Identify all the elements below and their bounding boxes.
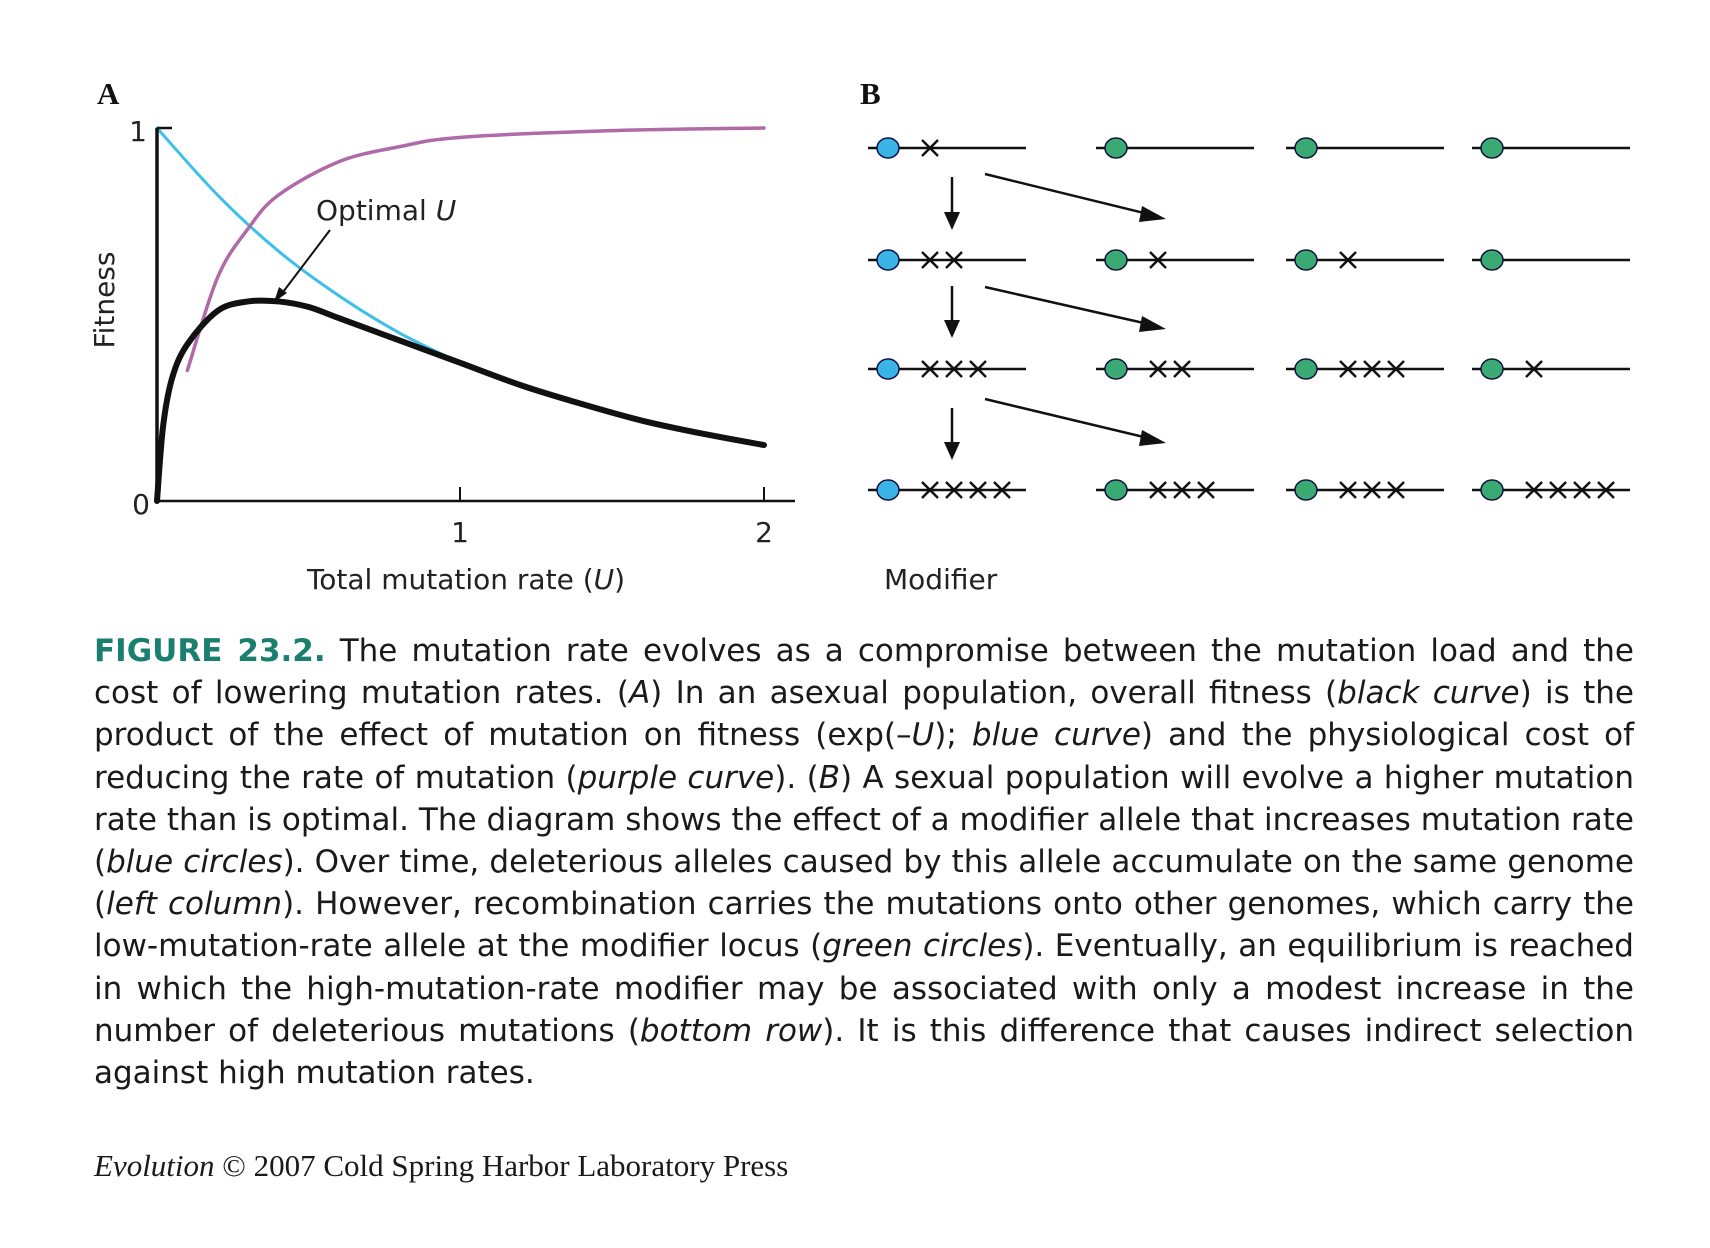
mutation-mark (1363, 360, 1381, 378)
mutation-mark (993, 481, 1011, 499)
mutation-mark (945, 360, 963, 378)
green-allele-circle (1104, 358, 1128, 380)
panel-b-label: B (860, 76, 881, 111)
mutation-mark (1597, 481, 1615, 499)
green-allele-circle (1104, 479, 1128, 501)
mutation-mark (1525, 481, 1543, 499)
green-allele-circle (1294, 137, 1318, 159)
y-tick-label-0: 0 (132, 488, 150, 521)
genome-r4-c4 (1472, 479, 1630, 501)
blue-allele-circle (876, 137, 900, 159)
modifier-label: Modifier (884, 563, 998, 596)
mutation-mark (969, 481, 987, 499)
blue-curve (155, 126, 462, 365)
genome-rows (868, 137, 1630, 501)
mutation-mark (1363, 481, 1381, 499)
x-axis-label: Total mutation rate (U) (306, 563, 625, 596)
blue-allele-circle (876, 479, 900, 501)
green-allele-circle (1104, 137, 1128, 159)
genome-r1-c2 (1096, 137, 1254, 159)
down-arrows (944, 177, 960, 460)
mutation-mark (921, 251, 939, 269)
mutation-mark (1525, 360, 1543, 378)
mutation-mark (1549, 481, 1567, 499)
mutation-mark (945, 481, 963, 499)
blue-allele-circle (876, 249, 900, 271)
genome-r1-c1 (868, 137, 1026, 159)
mutation-mark (1339, 360, 1357, 378)
mutation-mark (1149, 360, 1167, 378)
y-axis-label: Fitness (88, 252, 121, 349)
mutation-mark (1339, 481, 1357, 499)
optimal-u-arrow (279, 229, 331, 297)
genome-r2-c2 (1096, 249, 1254, 271)
mutation-mark (1173, 481, 1191, 499)
green-allele-circle (1480, 479, 1504, 501)
purple-curve (185, 126, 766, 373)
mutation-mark (1197, 481, 1215, 499)
mutation-mark (1173, 360, 1191, 378)
mutation-mark (969, 360, 987, 378)
genome-r1-c3 (1286, 137, 1444, 159)
y-tick-label-1: 1 (129, 115, 147, 148)
genome-r3-c1 (868, 358, 1026, 380)
genome-r3-c4 (1472, 358, 1630, 380)
black-curve (154, 297, 767, 504)
mutation-mark (1149, 251, 1167, 269)
green-allele-circle (1294, 358, 1318, 380)
credit-rest: © 2007 Cold Spring Harbor Laboratory Pre… (214, 1148, 789, 1183)
panel-b-diagram: Modifier (868, 137, 1630, 596)
green-allele-circle (1480, 249, 1504, 271)
mutation-mark (1387, 481, 1405, 499)
book-title: Evolution (94, 1148, 215, 1183)
x-tick-label-1: 1 (451, 516, 469, 549)
mutation-mark (1387, 360, 1405, 378)
optimal-u-annotation: Optimal U (316, 194, 456, 227)
mutation-mark (921, 481, 939, 499)
genome-r3-c3 (1286, 358, 1444, 380)
green-allele-circle (1480, 137, 1504, 159)
figure-number: FIGURE 23.2. (94, 633, 326, 669)
panel-a-chart: 1 0 1 2 Fitness Total mutation rate (U) … (88, 115, 795, 596)
green-allele-circle (1480, 358, 1504, 380)
genome-r4-c3 (1286, 479, 1444, 501)
x-tick-label-2: 2 (755, 516, 773, 549)
genome-r4-c2 (1096, 479, 1254, 501)
mutation-mark (1149, 481, 1167, 499)
genome-r1-c4 (1472, 137, 1630, 159)
figure-caption: FIGURE 23.2. The mutation rate evolves a… (94, 630, 1634, 1094)
green-allele-circle (1104, 249, 1128, 271)
blue-allele-circle (876, 358, 900, 380)
recombination-arrows (984, 172, 1166, 446)
green-allele-circle (1294, 249, 1318, 271)
genome-r2-c1 (868, 249, 1026, 271)
genome-r2-c4 (1472, 249, 1630, 271)
mutation-mark (1573, 481, 1591, 499)
panel-a-label: A (97, 76, 120, 111)
mutation-mark (921, 360, 939, 378)
optimal-u-arrowhead (274, 287, 287, 302)
genome-r3-c2 (1096, 358, 1254, 380)
genome-r2-c3 (1286, 249, 1444, 271)
mutation-mark (1339, 251, 1357, 269)
genome-r4-c1 (868, 479, 1026, 501)
mutation-mark (945, 251, 963, 269)
mutation-mark (921, 139, 939, 157)
green-allele-circle (1294, 479, 1318, 501)
copyright-credit: Evolution © 2007 Cold Spring Harbor Labo… (94, 1148, 788, 1184)
chart-curves (154, 126, 767, 504)
caption-body: The mutation rate evolves as a compromis… (94, 633, 1634, 1092)
